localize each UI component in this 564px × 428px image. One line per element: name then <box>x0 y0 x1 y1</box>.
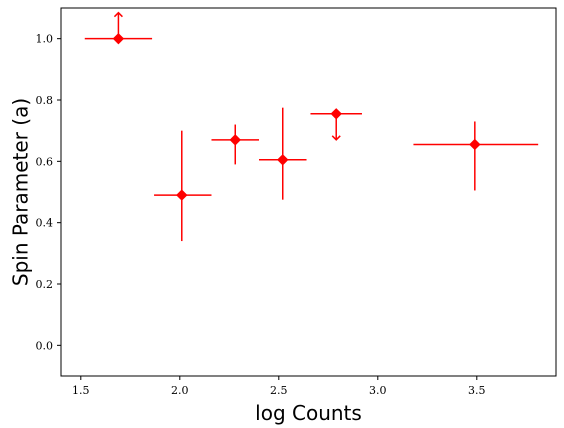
diamond-marker <box>330 108 342 120</box>
data-point-3 <box>211 124 259 165</box>
y-tick-label: 0.8 <box>36 94 54 107</box>
x-tick-label: 2.0 <box>171 384 189 397</box>
data-point-6 <box>413 121 539 191</box>
limit-arrow-head <box>331 135 341 141</box>
x-tick-label: 3.0 <box>369 384 387 397</box>
y-ticks: 0.0 0.2 0.4 0.6 0.8 1.0 <box>36 33 61 352</box>
diamond-marker <box>176 189 188 201</box>
y-tick-label: 0.6 <box>36 155 54 168</box>
limit-arrow-head <box>113 11 123 18</box>
plot-frame <box>60 7 557 377</box>
y-tick-label: 1.0 <box>36 33 54 46</box>
diamond-marker <box>229 134 241 146</box>
x-tick-label: 1.5 <box>72 384 90 397</box>
y-axis-label: Spin Parameter (a) <box>9 98 33 286</box>
data-point-2 <box>154 130 212 242</box>
y-tick-label: 0.4 <box>36 217 54 230</box>
x-tick-label: 2.5 <box>270 384 288 397</box>
diamond-marker <box>277 154 289 166</box>
data-point-5 <box>310 108 362 141</box>
y-tick-label: 0.0 <box>36 339 54 352</box>
diamond-marker <box>469 138 481 151</box>
data-point-1 <box>84 11 153 45</box>
y-tick-label: 0.2 <box>36 278 54 291</box>
x-tick-label: 3.5 <box>468 384 486 397</box>
diamond-marker <box>112 32 125 45</box>
x-axis-label: log Counts <box>255 401 362 425</box>
plot-marks <box>84 11 539 242</box>
x-ticks: 1.5 2.0 2.5 3.0 3.5 <box>72 376 486 397</box>
data-point-4 <box>259 107 307 200</box>
